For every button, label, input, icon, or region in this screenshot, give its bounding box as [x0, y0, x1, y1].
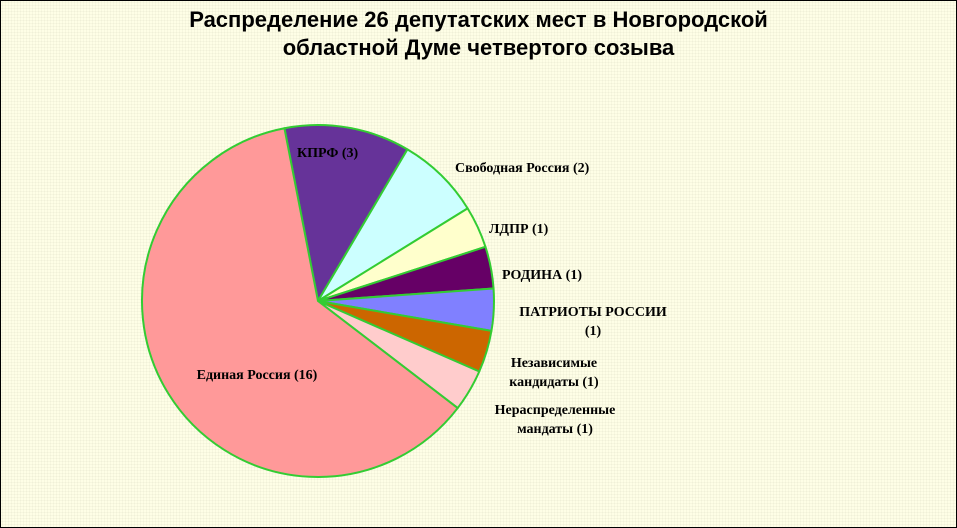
slice-label-svobodnaya-rossiya: Свободная Россия (2)	[455, 161, 590, 176]
slice-label-patrioty-rossii: ПАТРИОТЫ РОССИИ (1)	[519, 305, 667, 339]
pie-labels: КПРФ (3) Свободная Россия (2) ЛДПР (1) РОДИ…	[197, 146, 667, 437]
slice-label-rodina: РОДИНА (1)	[502, 268, 582, 283]
chart-title: Распределение 26 депутатских мест в Новг…	[0, 6, 957, 62]
slice-label-edinaya-rossiya: Единая Россия (16)	[197, 368, 318, 383]
chart-title-line-2: областной Думе четвертого созыва	[282, 35, 675, 60]
slice-label-kprf: КПРФ (3)	[297, 146, 359, 161]
slice-label-ldpr: ЛДПР (1)	[489, 222, 549, 237]
chart-title-line-1: Распределение 26 депутатских мест в Новг…	[189, 7, 768, 32]
slice-label-neraspredelennye: Нераспределенные мандаты (1)	[495, 403, 616, 437]
pie-slice-edinaya-rossiya	[141, 127, 459, 478]
slice-label-nezavisimye: Независимые кандидаты (1)	[509, 356, 599, 390]
pie-slice-kprf	[283, 124, 409, 302]
pie-slices	[141, 124, 495, 478]
